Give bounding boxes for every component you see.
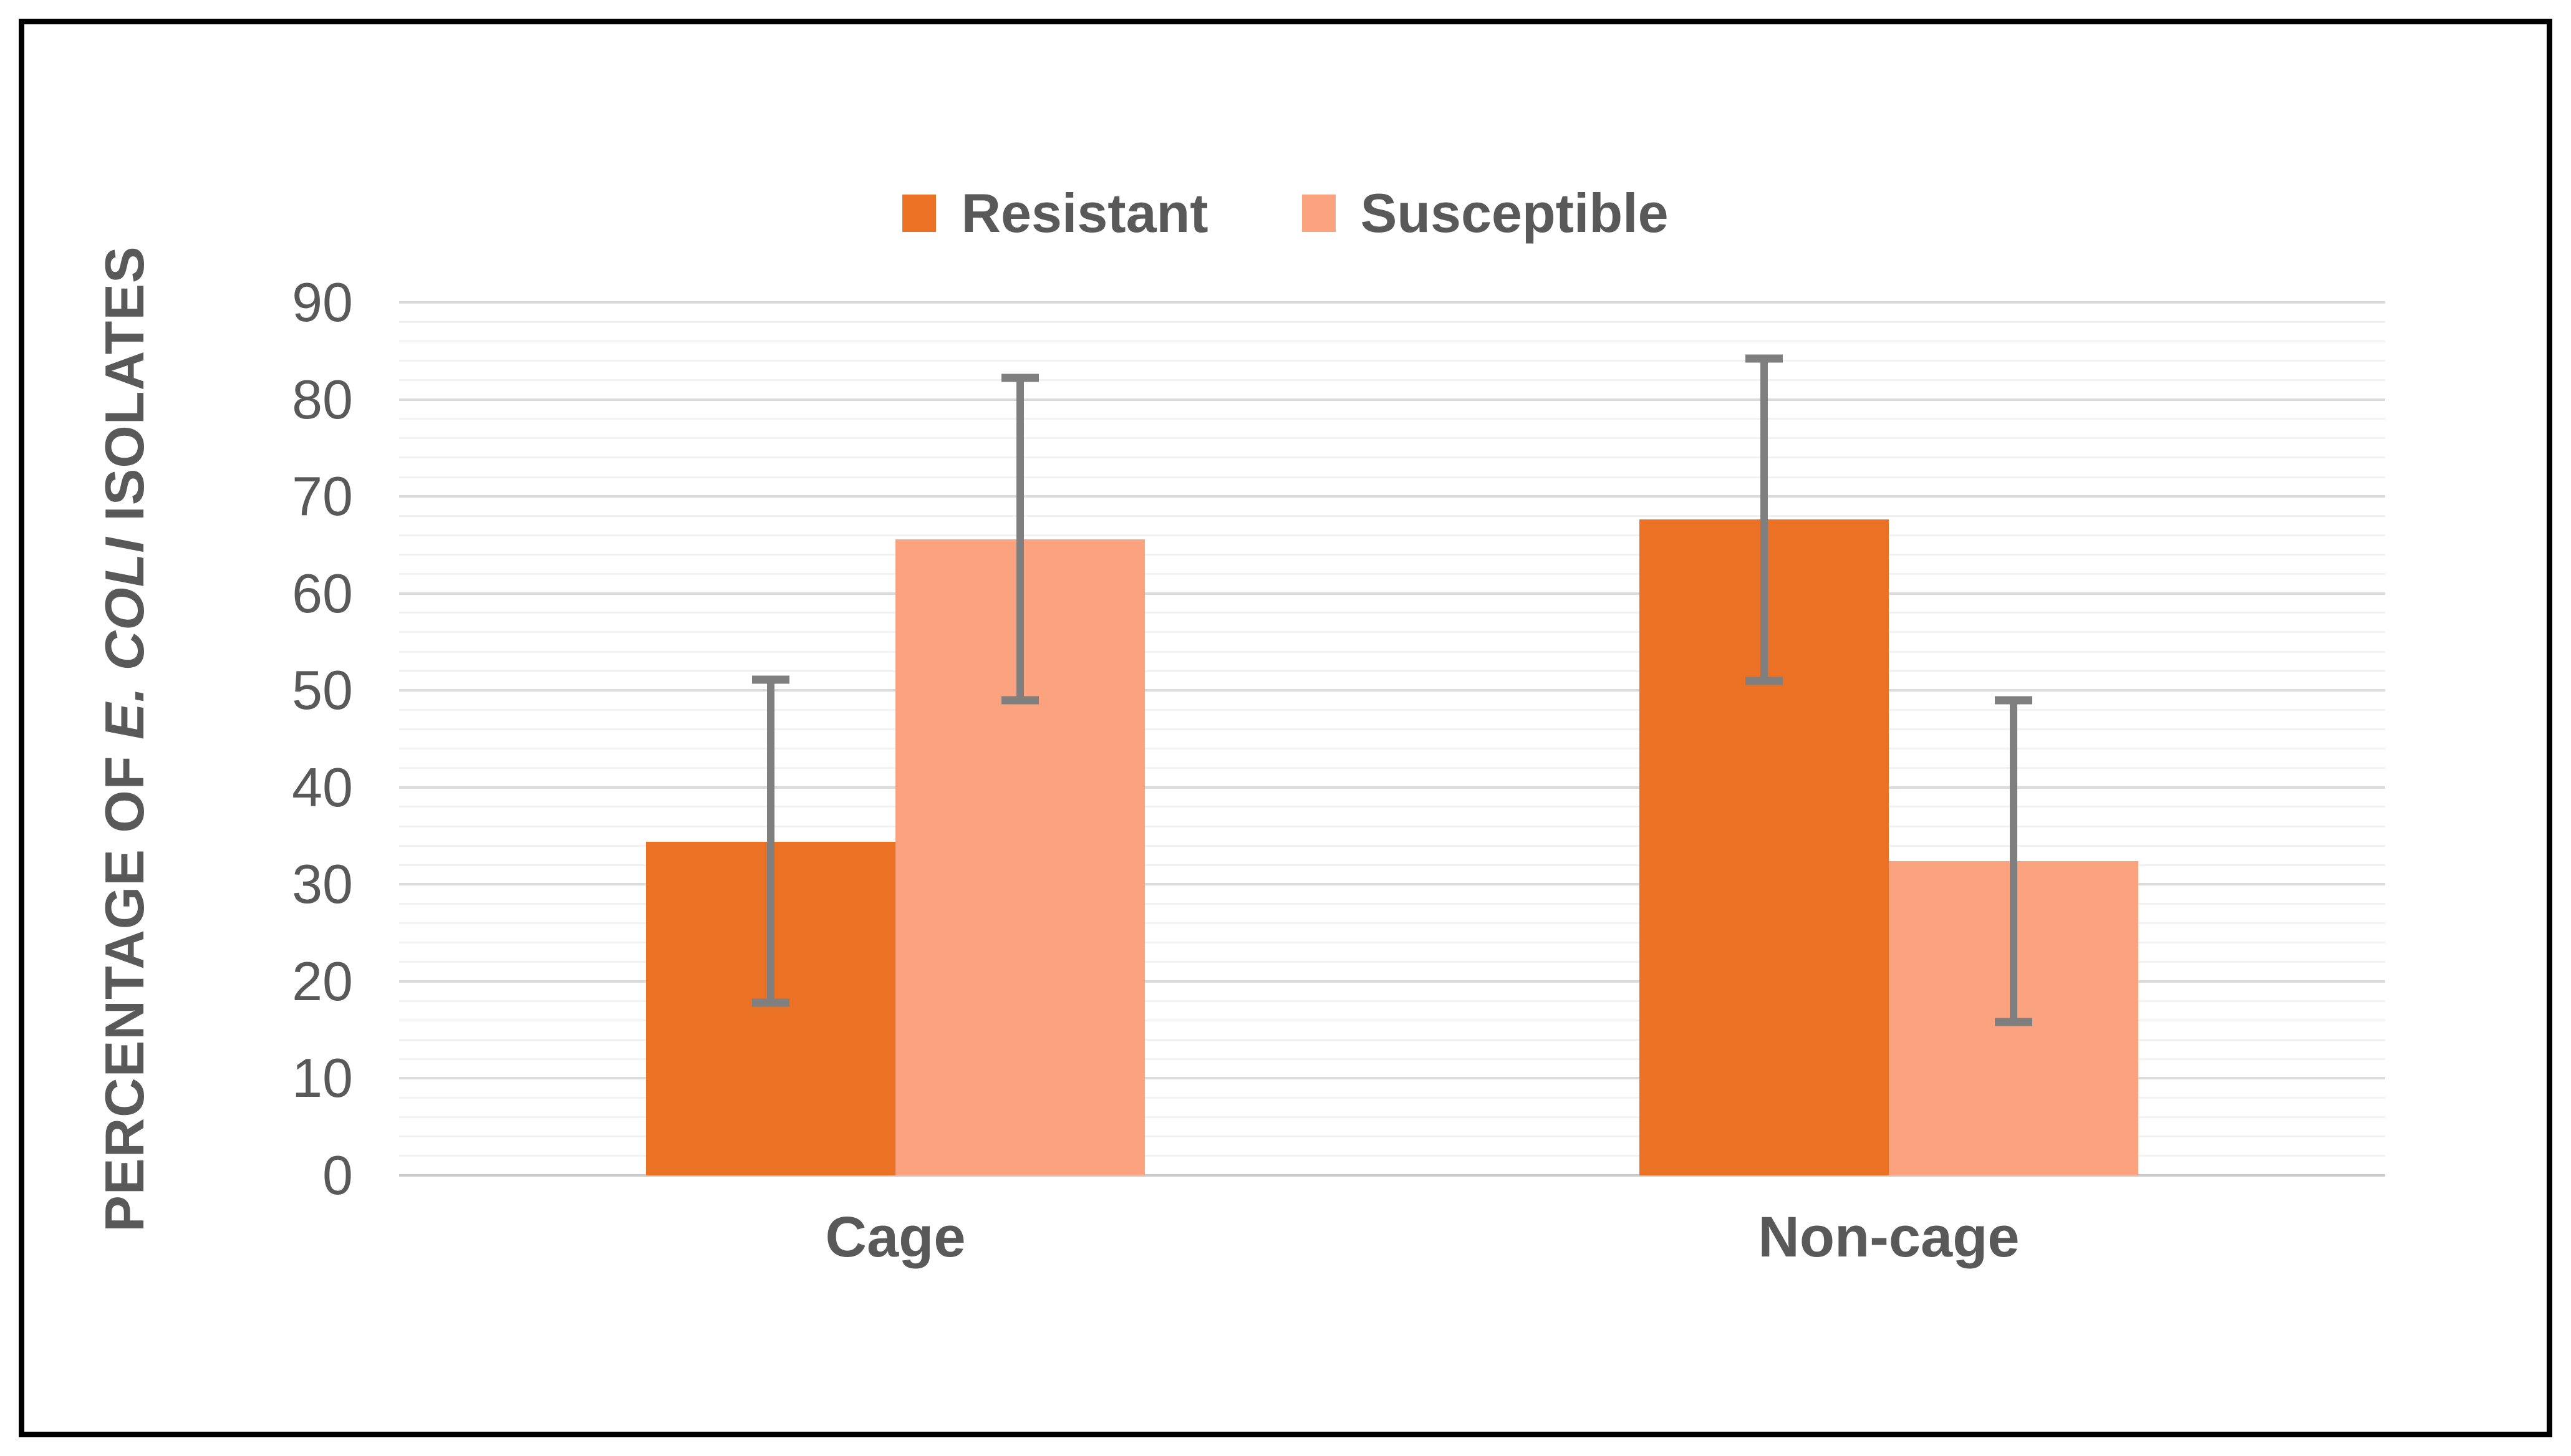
y-tick-label: 80	[292, 368, 353, 430]
legend-label-resistant: Resistant	[961, 182, 1208, 244]
category-label-cage: Cage	[825, 1205, 966, 1269]
error-bar-susceptible-cage	[1016, 378, 1024, 700]
figure-border	[19, 19, 2552, 1437]
y-tick-label: 10	[292, 1047, 353, 1109]
legend-label-susceptible: Susceptible	[1360, 182, 1669, 244]
gridline-minor	[399, 825, 2385, 827]
gridline-minor	[399, 612, 2385, 614]
gridline-minor	[399, 728, 2385, 730]
error-bar-cap-bottom	[1995, 1018, 2032, 1026]
legend-swatch-susceptible-icon	[1301, 195, 1336, 232]
error-bar-cap-bottom	[1745, 677, 1783, 685]
error-bar-cap-top	[1745, 354, 1783, 363]
gridline-minor	[399, 456, 2385, 459]
gridline-minor	[399, 359, 2385, 362]
y-tick-label: 90	[292, 271, 353, 333]
gridline-minor	[399, 418, 2385, 420]
y-tick-label: 50	[292, 659, 353, 721]
gridline-minor	[399, 553, 2385, 556]
gridline-minor	[399, 534, 2385, 536]
y-tick-label: 0	[322, 1144, 353, 1206]
gridline-minor	[399, 573, 2385, 576]
error-bar-cap-bottom	[752, 998, 789, 1007]
y-tick-label: 60	[292, 562, 353, 624]
y-tick-label: 40	[292, 756, 353, 818]
legend-item-susceptible: Susceptible	[1301, 182, 1669, 244]
gridline-minor	[399, 806, 2385, 808]
plot-area	[399, 301, 2385, 1177]
y-tick-label: 70	[292, 465, 353, 528]
gridline-minor	[399, 670, 2385, 672]
error-bar-cap-top	[1001, 374, 1039, 382]
error-bar-susceptible-non-cage	[2010, 700, 2017, 1023]
error-bar-resistant-non-cage	[1760, 359, 1768, 681]
gridline-minor	[399, 631, 2385, 634]
gridline-minor	[399, 708, 2385, 711]
gridline-major	[399, 398, 2385, 401]
gridline-minor	[399, 378, 2385, 381]
gridline-minor	[399, 748, 2385, 750]
gridline-major	[399, 786, 2385, 789]
gridline-major	[399, 592, 2385, 595]
gridline-minor	[399, 514, 2385, 517]
gridline-minor	[399, 321, 2385, 323]
gridline-major	[399, 495, 2385, 498]
category-label-non-cage: Non-cage	[1758, 1205, 2020, 1269]
error-bar-cap-bottom	[1001, 696, 1039, 705]
error-bar-resistant-cage	[767, 680, 774, 1003]
y-axis-tick-labels: 0 10 20 30 40 50 60 70 80 90	[0, 275, 353, 1203]
y-tick-label: 30	[292, 853, 353, 915]
error-bar-cap-top	[752, 675, 789, 684]
legend: Resistant Susceptible	[0, 182, 2571, 244]
gridline-minor	[399, 476, 2385, 478]
gridline-minor	[399, 767, 2385, 769]
gridline-major	[399, 689, 2385, 692]
gridline-minor	[399, 650, 2385, 653]
gridline-minor	[399, 437, 2385, 440]
y-tick-label: 20	[292, 950, 353, 1012]
gridline-minor	[399, 340, 2385, 342]
legend-item-resistant: Resistant	[902, 186, 1208, 241]
legend-swatch-resistant-icon	[902, 195, 937, 232]
error-bar-cap-top	[1995, 696, 2032, 705]
